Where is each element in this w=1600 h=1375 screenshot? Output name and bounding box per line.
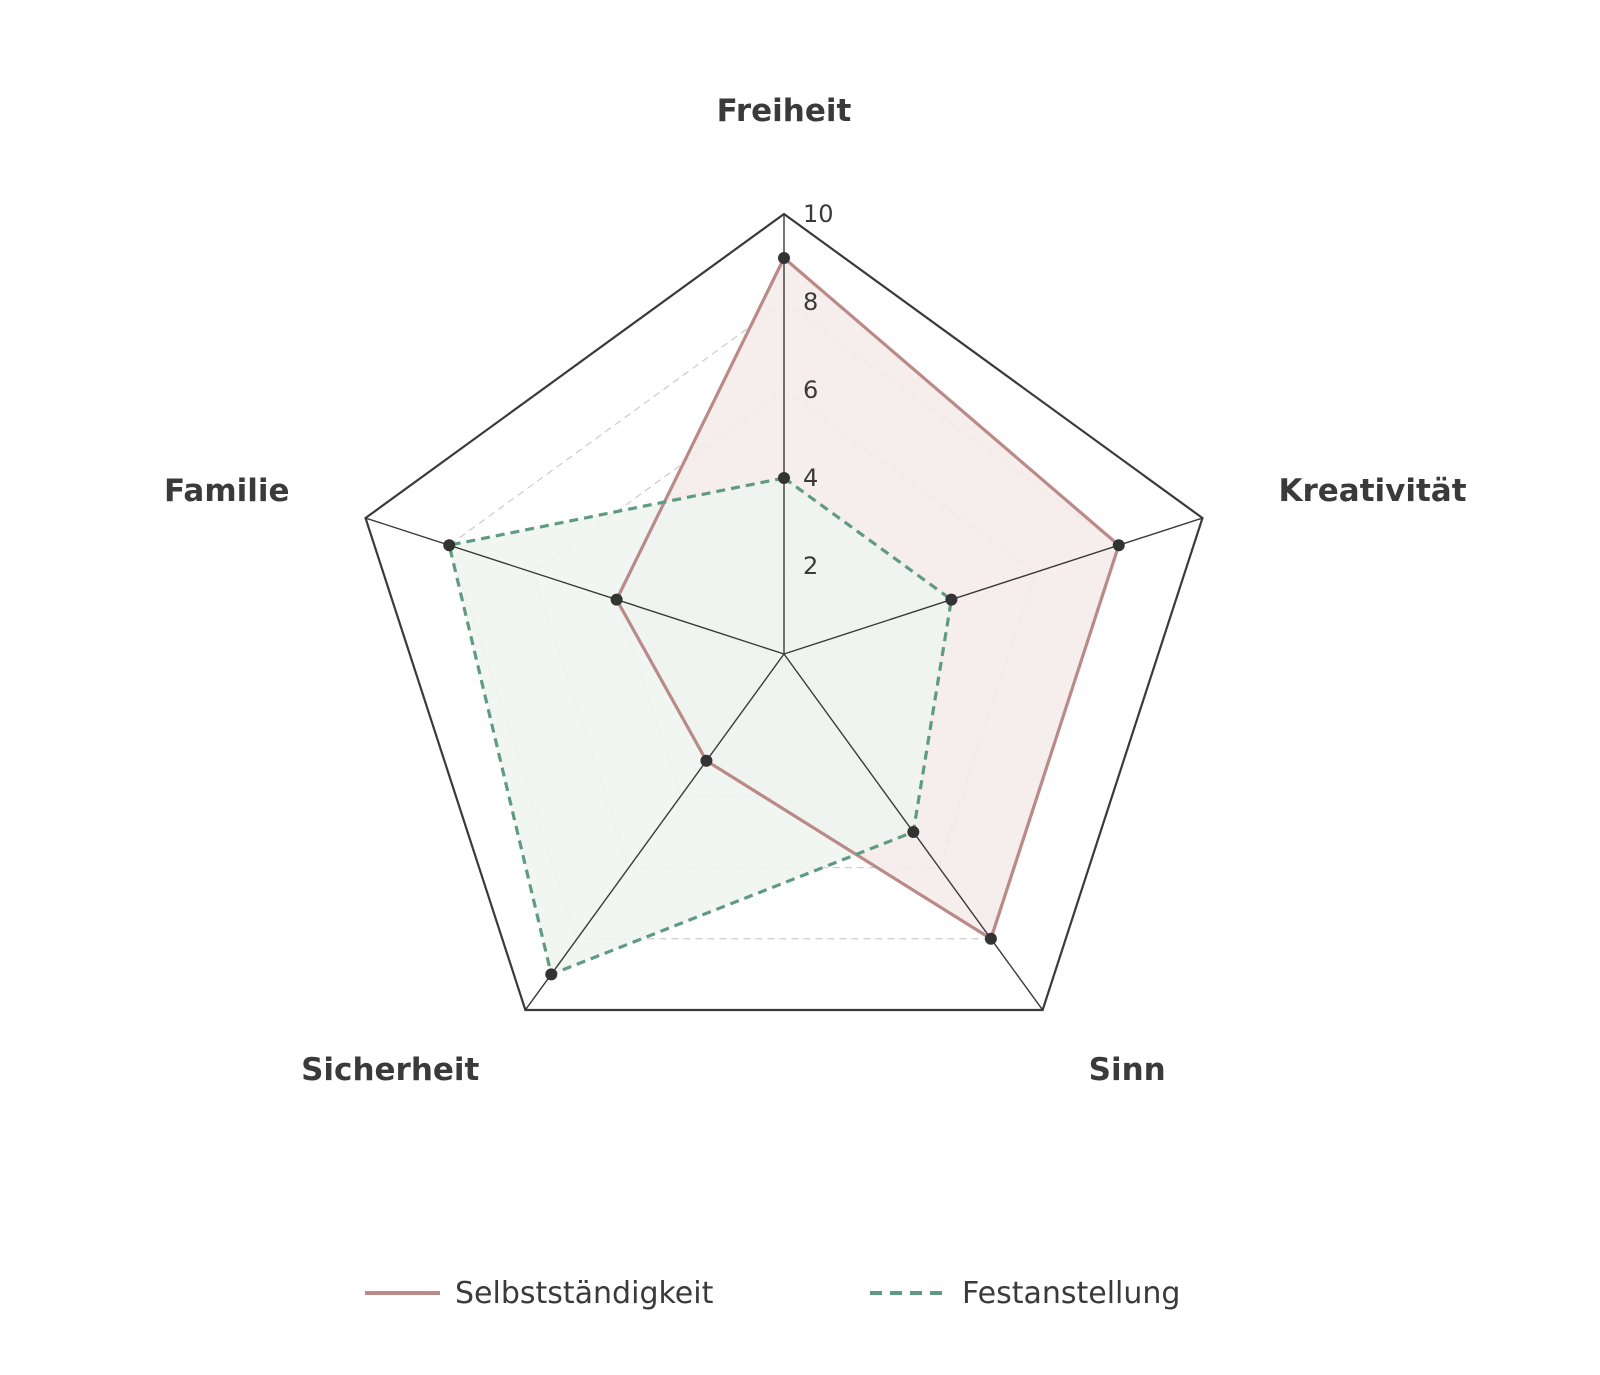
axis-label-1: Freiheit xyxy=(717,93,852,129)
axis-spoke-5 xyxy=(365,517,785,655)
tick-label-6: 6 xyxy=(803,376,818,404)
series-2-point-4 xyxy=(545,968,558,981)
series-line-2 xyxy=(447,476,953,976)
series-1-point-2 xyxy=(1112,539,1125,552)
axis-label-3: Sinn xyxy=(1089,1052,1166,1088)
tick-label-2: 2 xyxy=(803,552,818,580)
grid-ring-8 xyxy=(448,301,1120,940)
series-1-point-4 xyxy=(700,754,713,767)
series-2-point-3 xyxy=(907,825,920,838)
series-1-point-5 xyxy=(610,593,623,606)
axis-spoke-4 xyxy=(524,653,785,1011)
outer-ring xyxy=(364,212,1204,1012)
series-line-1 xyxy=(615,256,1121,941)
series-1-point-1 xyxy=(778,252,790,264)
axis-label-2: Kreativität xyxy=(1278,473,1466,509)
axis-label-5: Familie xyxy=(164,473,289,509)
legend-label-2: Festanstellung xyxy=(962,1276,1180,1311)
series-fill-2 xyxy=(449,478,952,975)
axis-label-4: Sicherheit xyxy=(301,1052,479,1088)
series-1-point-3 xyxy=(984,932,997,945)
series-2-point-5 xyxy=(443,539,456,552)
series-2-point-2 xyxy=(945,593,958,606)
legend-label-1: Selbstständigkeit xyxy=(455,1276,714,1311)
axis-spoke-2 xyxy=(783,517,1203,655)
tick-label-10: 10 xyxy=(803,200,834,228)
tick-label-4: 4 xyxy=(803,464,818,492)
tick-label-8: 8 xyxy=(803,288,818,316)
series-2-point-1 xyxy=(778,472,790,484)
